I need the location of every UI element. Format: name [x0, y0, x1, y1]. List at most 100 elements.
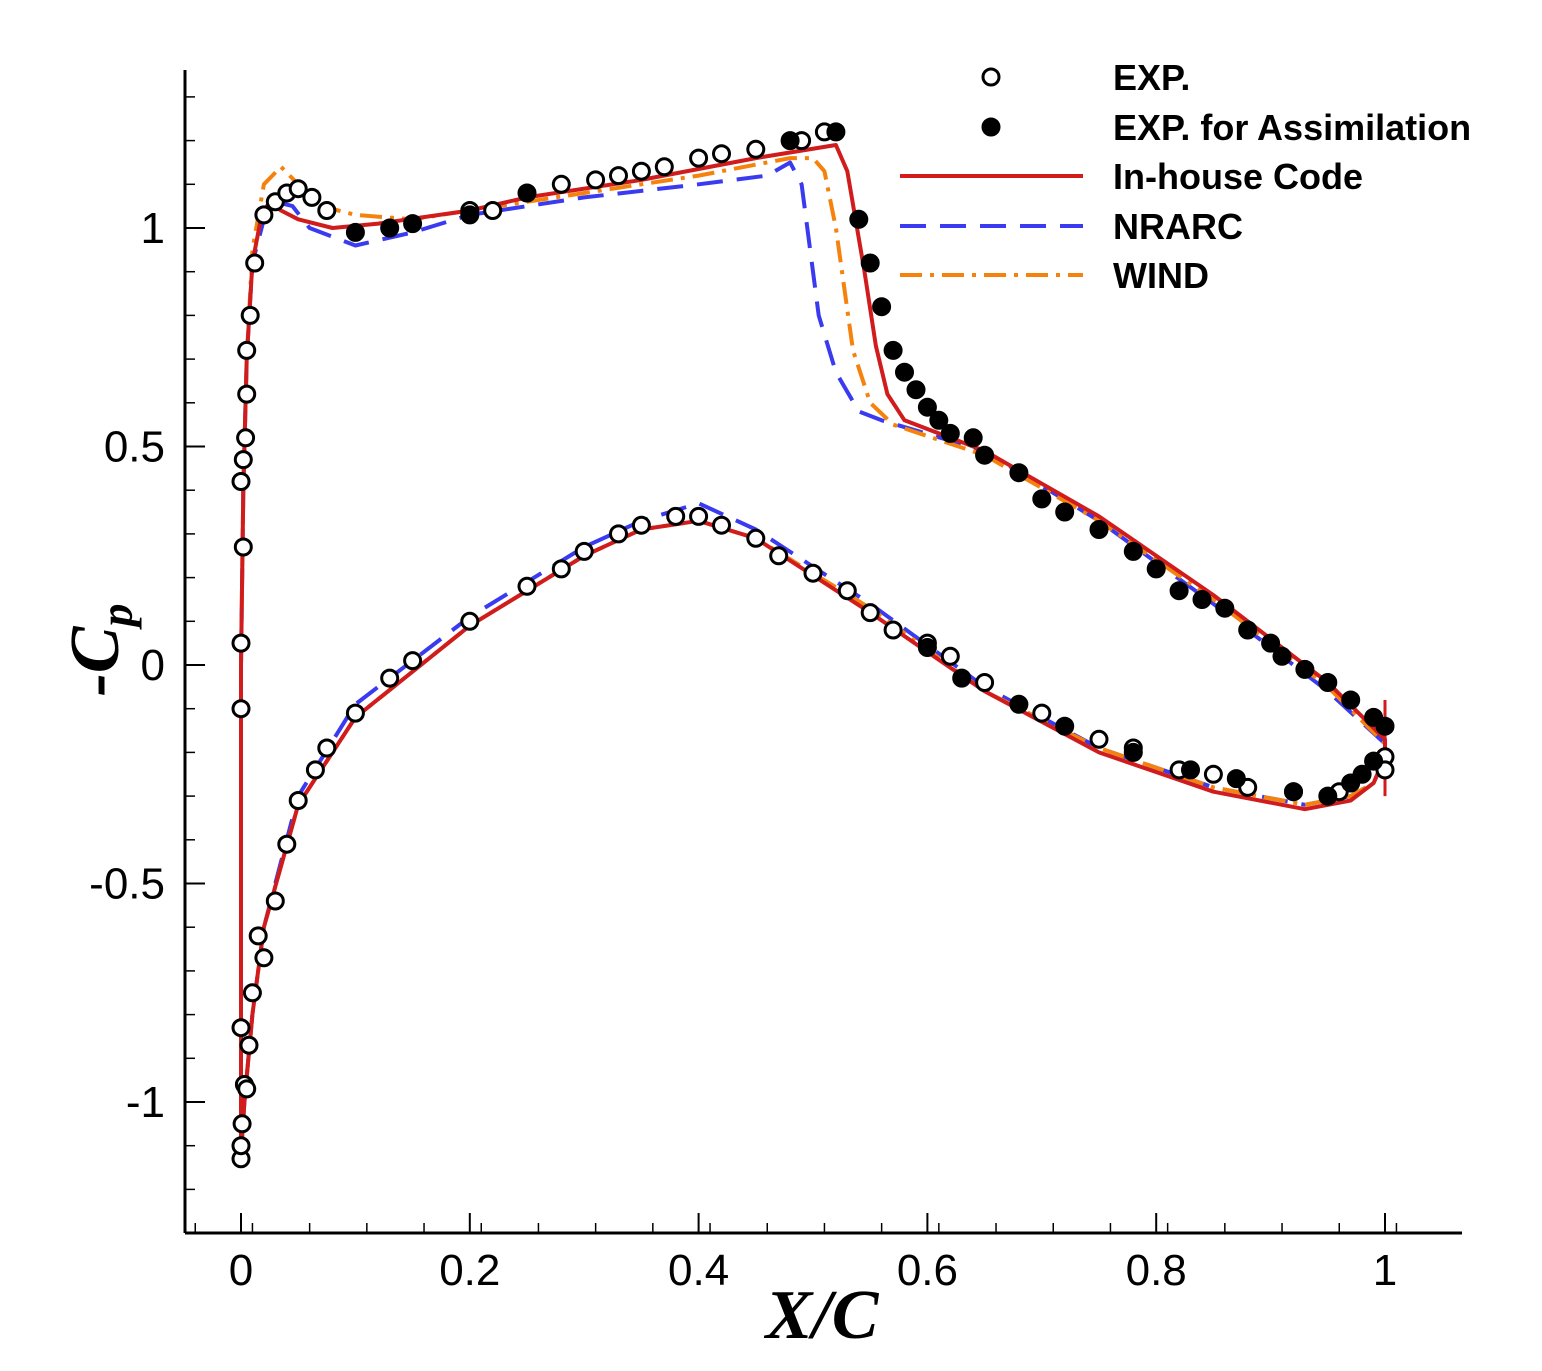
data-point-exp	[237, 1079, 257, 1099]
data-point-assim	[1032, 489, 1052, 509]
data-point-exp	[317, 201, 337, 220]
data-point-exp	[883, 620, 903, 640]
data-point-assim	[1055, 502, 1075, 522]
legend-in-house-code-label: In-house Code	[1113, 156, 1363, 197]
legend-exp-marker	[981, 67, 1001, 87]
data-point-assim	[1284, 782, 1303, 802]
data-point-assim	[917, 638, 937, 657]
data-point-exp	[277, 834, 297, 854]
y-axis-title: -Cp	[57, 604, 142, 697]
data-point-exp	[233, 537, 253, 557]
data-point-exp	[689, 506, 709, 526]
data-point-exp	[380, 668, 400, 688]
data-point-exp	[317, 738, 337, 758]
data-point-assim	[1238, 620, 1258, 640]
data-point-exp	[1089, 729, 1109, 749]
data-point-exp	[712, 515, 731, 535]
data-point-assim	[826, 122, 846, 142]
data-point-assim	[883, 340, 903, 360]
data-point-assim	[860, 253, 880, 273]
legend-exp-label: EXP.	[1113, 57, 1190, 98]
data-point-exp	[254, 205, 274, 225]
data-point-exp	[288, 179, 308, 199]
data-point-exp	[551, 174, 571, 194]
data-point-assim	[1009, 463, 1029, 483]
data-point-exp	[403, 651, 423, 671]
data-point-assim	[1169, 581, 1189, 601]
axes: 0 0.2 0.4 0.6 0.8 1 -1 -0.5 0 0.5 1	[89, 70, 1462, 1295]
data-point-assim	[380, 218, 400, 238]
y-tick-label: -1	[126, 1078, 165, 1127]
data-point-assim	[1341, 690, 1361, 710]
data-point-exp	[769, 546, 789, 566]
y-tick-label: 0	[141, 641, 165, 690]
data-point-exp	[689, 148, 709, 168]
data-point-assim	[963, 428, 983, 448]
data-point-assim	[1123, 541, 1143, 561]
data-point-assim	[895, 362, 914, 382]
data-point-exp	[746, 139, 766, 159]
data-point-assim	[1146, 559, 1166, 579]
data-point-exp	[586, 170, 606, 190]
x-tick-label: 0.6	[897, 1246, 958, 1295]
data-point-exp	[231, 699, 251, 719]
data-point-exp	[240, 305, 260, 325]
data-point-assim	[1364, 751, 1384, 771]
data-point-exp	[803, 563, 823, 583]
data-point-exp	[231, 1018, 251, 1038]
data-point-assim	[929, 410, 949, 430]
data-point-assim	[1009, 694, 1029, 714]
data-point-exp	[302, 187, 322, 207]
data-point-exp	[574, 541, 594, 561]
data-point-assim	[849, 209, 869, 229]
x-tick-label: 0	[229, 1246, 253, 1295]
x-axis-title: X/C	[764, 1277, 880, 1354]
data-point-exp	[860, 603, 880, 623]
data-point-assim	[345, 222, 365, 242]
data-point-assim	[1261, 633, 1281, 653]
x-tick-label: 0.4	[668, 1246, 729, 1295]
data-point-exp	[265, 891, 285, 911]
data-point-exp	[345, 703, 365, 723]
data-point-exp	[1032, 703, 1052, 723]
data-point-assim	[1181, 760, 1200, 780]
data-point-exp	[1203, 764, 1223, 784]
data-point-assim	[1192, 590, 1212, 609]
data-point-assim	[975, 445, 995, 465]
data-point-exp	[231, 633, 251, 653]
data-point-exp	[609, 166, 628, 186]
data-point-exp	[232, 1114, 252, 1134]
data-point-exp	[609, 524, 628, 544]
data-point-exp	[233, 450, 253, 470]
data-point-exp	[631, 161, 651, 181]
data-point-assim	[403, 214, 423, 234]
data-point-assim	[906, 380, 926, 400]
data-point-assim	[1215, 598, 1235, 618]
data-point-exp	[242, 983, 262, 1003]
data-point-exp	[666, 506, 686, 526]
data-point-exp	[254, 948, 274, 968]
data-point-exp	[631, 515, 651, 535]
data-point-exp	[231, 1136, 251, 1156]
data-point-exp	[551, 559, 571, 579]
data-point-exp	[940, 646, 960, 666]
y-axis-title-main: -C	[57, 625, 134, 696]
data-point-exp	[305, 760, 325, 780]
y-tick-label: 1	[141, 204, 165, 253]
data-point-assim	[917, 397, 937, 417]
legend-exp-for-assimilation-marker	[981, 117, 1001, 137]
data-point-exp	[837, 581, 857, 601]
data-point-assim	[952, 668, 972, 688]
legend-nrarc-label: NRARC	[1113, 206, 1243, 247]
data-point-exp	[237, 340, 257, 360]
x-tick-label: 1	[1373, 1246, 1397, 1295]
data-point-exp	[239, 1035, 259, 1055]
data-point-assim	[1318, 673, 1338, 692]
legend-exp-for-assimilation-label: EXP. for Assimilation	[1113, 107, 1471, 148]
data-point-assim	[1272, 646, 1292, 666]
data-point-assim	[1318, 786, 1338, 806]
data-point-assim	[517, 183, 537, 203]
y-tick-label: 0.5	[104, 423, 165, 472]
data-point-exp	[483, 201, 503, 220]
